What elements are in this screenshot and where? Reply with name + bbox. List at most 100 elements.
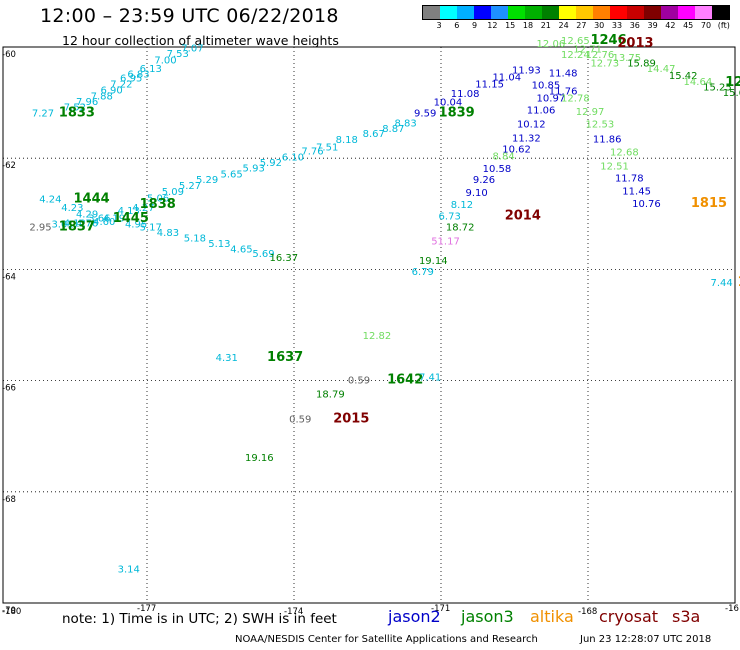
track-time-label: 1833 [59, 106, 95, 121]
wave-height-value: 2.95 [29, 222, 51, 233]
track-time-label: 1445 [113, 211, 149, 226]
wave-height-value: 12.53 [586, 120, 615, 131]
wave-height-value: 4.12 [64, 219, 86, 230]
legend-swatch [593, 6, 610, 19]
wave-height-value: 11.08 [451, 89, 480, 100]
wave-height-value: 11.04 [492, 72, 521, 83]
wave-height-value: 51.17 [431, 236, 460, 247]
legend-swatch [423, 6, 440, 19]
y-tick-label: -68 [2, 495, 16, 505]
wave-height-value: 12.71 [573, 45, 602, 56]
generated-timestamp: Jun 23 12:28:07 UTC 2018 [580, 634, 712, 645]
track-time-label: 1637 [267, 350, 303, 365]
wave-height-value: 12.78 [561, 93, 590, 104]
wave-height-value: 4.24 [39, 195, 61, 206]
track-time-label: 2013 [617, 36, 653, 51]
legend-label: 33 [611, 21, 623, 30]
satellite-label-altika: altika [530, 607, 574, 626]
wave-height-value: 11.86 [593, 135, 622, 146]
wave-height-value: 6.90 [100, 86, 122, 97]
wave-height-value: 5.69 [252, 249, 274, 260]
legend-swatch [576, 6, 593, 19]
wave-height-value: 19.16 [245, 453, 274, 464]
wave-height-value: 7.88 [91, 91, 113, 102]
legend-label: 21 [540, 21, 551, 30]
wave-height-value: 10.12 [517, 120, 546, 131]
y-tick-label: -60 [2, 50, 16, 60]
wave-height-value: 11.32 [512, 134, 541, 145]
wave-height-value: 7.52 [64, 102, 86, 113]
wave-height-value: 5.13 [208, 239, 230, 250]
legend-label: 30 [594, 21, 605, 30]
legend-swatch [627, 6, 644, 19]
wave-height-value: 10.62 [502, 145, 531, 156]
credit-line: NOAA/NESDIS Center for Satellite Applica… [235, 634, 538, 645]
wave-height-value: 7.44 [711, 278, 733, 289]
wave-height-value: 11.76 [549, 86, 578, 97]
x-tick-label: -177 [137, 604, 156, 614]
legend-label: 42 [665, 21, 676, 30]
wave-height-value: 5.06 [147, 194, 169, 205]
wave-height-value: 5.65 [221, 170, 243, 181]
wave-height-value: 10.97 [537, 93, 566, 104]
track-time-label: 1247 [725, 75, 740, 90]
wave-height-value: 3.01 [51, 220, 73, 231]
legend-label: 36 [629, 21, 640, 30]
wave-height-value: 5.92 [260, 158, 282, 169]
wave-height-value: 7.22 [110, 80, 132, 91]
wave-height-value: 14.64 [684, 77, 713, 88]
track-time-label: 1838 [140, 197, 176, 212]
legend-label: 45 [683, 21, 694, 30]
y-tick-label: -70 [2, 606, 16, 616]
wave-height-value: 11.78 [615, 174, 644, 185]
wave-height-value: 18.72 [446, 222, 475, 233]
wave-height-value: 12.51 [600, 161, 629, 172]
wave-height-value: 4.95 [125, 220, 147, 231]
y-tick-label: -62 [2, 161, 16, 171]
wave-height-value: 6.10 [282, 152, 304, 163]
wave-height-value: 3.66 [88, 214, 110, 225]
legend-swatch [644, 6, 661, 19]
track-time-label: 1837 [59, 219, 95, 234]
wave-height-value: 4.27 [132, 203, 154, 214]
legend-label: 3 [436, 21, 442, 30]
footer-note: note: 1) Time is in UTC; 2) SWH is in fe… [62, 611, 337, 627]
wave-height-value: 11.45 [622, 186, 651, 197]
wave-height-value: 6.73 [439, 211, 461, 222]
wave-height-value: 12.65 [561, 36, 590, 47]
wave-height-value: 4.65 [230, 245, 252, 256]
wave-height-value: 12.06 [537, 39, 566, 50]
legend-swatch [712, 6, 729, 19]
track-time-label: 1 [737, 275, 740, 290]
wave-height-value: 11.06 [527, 106, 556, 117]
wave-height-value: 5.29 [196, 175, 218, 186]
wave-height-value: 6.13 [140, 64, 162, 75]
page-title: 12:00 – 23:59 UTC 06/22/2018 [40, 5, 339, 27]
x-tick-label: -16 [725, 604, 739, 614]
wave-height-value: 15.42 [669, 71, 698, 82]
legend-swatch [440, 6, 457, 19]
wave-height-value: 10.76 [632, 199, 661, 210]
legend-label: 24 [558, 21, 569, 30]
wave-height-value: 15.25 [703, 82, 732, 93]
track-time-label: 2015 [333, 411, 369, 426]
wave-height-value: 12.97 [576, 107, 605, 118]
wave-height-value: 4.31 [216, 353, 238, 364]
wave-height-value: 19.14 [419, 256, 448, 267]
map-frame [2, 46, 736, 604]
wave-height-value: 10.58 [483, 164, 512, 175]
wave-height-value: 6.83 [127, 70, 149, 81]
legend-swatch [559, 6, 576, 19]
legend-swatch [610, 6, 627, 19]
track-time-label: 1246 [590, 33, 626, 48]
wave-height-value: 18.79 [316, 389, 345, 400]
x-tick-label: -180 [2, 607, 21, 617]
wave-height-value: 8.18 [336, 135, 358, 146]
page-subtitle: 12 hour collection of altimeter wave hei… [62, 33, 339, 48]
wave-height-value: 5.17 [140, 222, 162, 233]
wave-height-value: 4.29 [76, 210, 98, 221]
wave-height-value: 0.59 [289, 414, 311, 425]
wave-height-value: 4.13 [118, 206, 140, 217]
wave-height-value: 6.79 [412, 267, 434, 278]
